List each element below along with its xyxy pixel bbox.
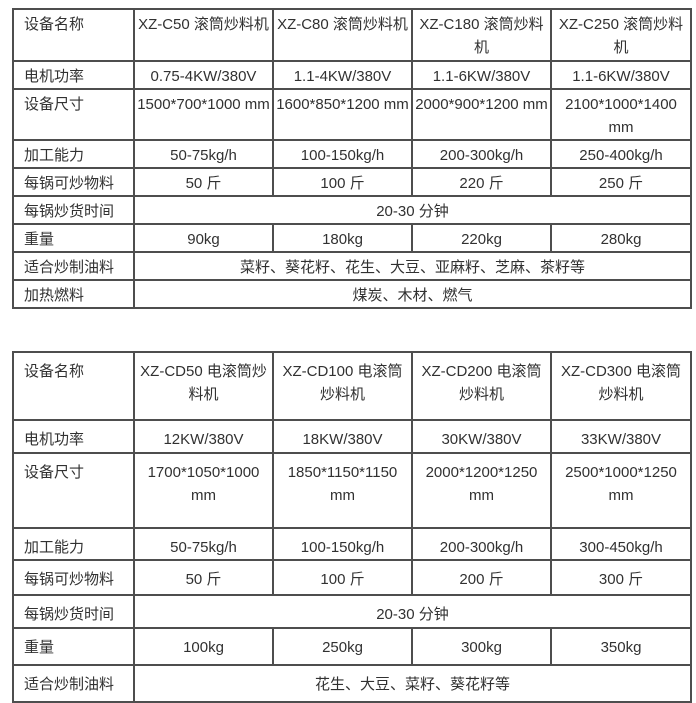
table-row-capacity: 加工能力 50-75kg/h 100-150kg/h 200-300kg/h 2…	[12, 139, 692, 169]
row-label: 适合炒制油料	[12, 251, 135, 281]
table-row-batch-time: 每锅炒货时间 20-30 分钟	[12, 594, 692, 629]
cell-weight: 250kg	[272, 627, 413, 666]
table-row-batch-amount: 每锅可炒物料 50 斤 100 斤 200 斤 300 斤	[12, 559, 692, 596]
table-row-batch-time: 每锅炒货时间 20-30 分钟	[12, 195, 692, 225]
table-row-weight: 重量 90kg 180kg 220kg 280kg	[12, 223, 692, 253]
row-label: 设备名称	[12, 8, 135, 62]
cell-batch-time: 20-30 分钟	[133, 195, 692, 225]
cell-size: 1700*1050*1000 mm	[133, 452, 274, 529]
row-label: 设备尺寸	[12, 452, 135, 529]
cell-batch: 100 斤	[272, 167, 413, 197]
row-label: 设备尺寸	[12, 88, 135, 141]
cell-fuel: 煤炭、木材、燃气	[133, 279, 692, 309]
cell-capacity: 100-150kg/h	[272, 139, 413, 169]
row-label: 每锅可炒物料	[12, 559, 135, 596]
cell-size: 2000*900*1200 mm	[411, 88, 552, 141]
cell-size: 1500*700*1000 mm	[133, 88, 274, 141]
row-label: 重量	[12, 223, 135, 253]
table-row-batch-amount: 每锅可炒物料 50 斤 100 斤 220 斤 250 斤	[12, 167, 692, 197]
row-label: 每锅炒货时间	[12, 195, 135, 225]
cell-size: 2100*1000*1400 mm	[550, 88, 692, 141]
cell-model: XZ-CD50 电滚筒炒料机	[133, 351, 274, 421]
table-row-capacity: 加工能力 50-75kg/h 100-150kg/h 200-300kg/h 3…	[12, 527, 692, 561]
row-label: 加工能力	[12, 527, 135, 561]
cell-batch-time: 20-30 分钟	[133, 594, 692, 629]
cell-capacity: 300-450kg/h	[550, 527, 692, 561]
cell-materials: 花生、大豆、菜籽、葵花籽等	[133, 664, 692, 703]
cell-power: 0.75-4KW/380V	[133, 60, 274, 90]
cell-capacity: 100-150kg/h	[272, 527, 413, 561]
cell-capacity: 200-300kg/h	[411, 527, 552, 561]
cell-power: 33KW/380V	[550, 419, 692, 454]
cell-size: 1600*850*1200 mm	[272, 88, 413, 141]
table-row-device-size: 设备尺寸 1700*1050*1000 mm 1850*1150*1150 mm…	[12, 452, 692, 529]
cell-model: XZ-CD300 电滚筒炒料机	[550, 351, 692, 421]
cell-batch: 50 斤	[133, 167, 274, 197]
table-row-weight: 重量 100kg 250kg 300kg 350kg	[12, 627, 692, 666]
cell-power: 1.1-6KW/380V	[550, 60, 692, 90]
table-row-device-name: 设备名称 XZ-CD50 电滚筒炒料机 XZ-CD100 电滚筒炒料机 XZ-C…	[12, 351, 692, 421]
row-label: 每锅可炒物料	[12, 167, 135, 197]
cell-size: 2000*1200*1250 mm	[411, 452, 552, 529]
cell-batch: 300 斤	[550, 559, 692, 596]
row-label: 适合炒制油料	[12, 664, 135, 703]
row-label: 加热燃料	[12, 279, 135, 309]
row-label: 重量	[12, 627, 135, 666]
cell-power: 12KW/380V	[133, 419, 274, 454]
cell-power: 1.1-6KW/380V	[411, 60, 552, 90]
row-label: 电机功率	[12, 60, 135, 90]
cell-size: 1850*1150*1150 mm	[272, 452, 413, 529]
cell-batch: 250 斤	[550, 167, 692, 197]
cell-power: 1.1-4KW/380V	[272, 60, 413, 90]
cell-model: XZ-CD100 电滚筒炒料机	[272, 351, 413, 421]
cell-capacity: 250-400kg/h	[550, 139, 692, 169]
table-row-motor-power: 电机功率 0.75-4KW/380V 1.1-4KW/380V 1.1-6KW/…	[12, 60, 692, 90]
cell-model: XZ-C180 滚筒炒料机	[411, 8, 552, 62]
table-row-device-size: 设备尺寸 1500*700*1000 mm 1600*850*1200 mm 2…	[12, 88, 692, 141]
cell-capacity: 50-75kg/h	[133, 139, 274, 169]
cell-weight: 280kg	[550, 223, 692, 253]
row-label: 每锅炒货时间	[12, 594, 135, 629]
cell-capacity: 50-75kg/h	[133, 527, 274, 561]
cell-weight: 90kg	[133, 223, 274, 253]
cell-model: XZ-C250 滚筒炒料机	[550, 8, 692, 62]
row-label: 设备名称	[12, 351, 135, 421]
table-row-device-name: 设备名称 XZ-C50 滚筒炒料机 XZ-C80 滚筒炒料机 XZ-C180 滚…	[12, 8, 692, 62]
cell-power: 18KW/380V	[272, 419, 413, 454]
table-row-suitable-materials: 适合炒制油料 花生、大豆、菜籽、葵花籽等	[12, 664, 692, 703]
row-label: 加工能力	[12, 139, 135, 169]
cell-materials: 菜籽、葵花籽、花生、大豆、亚麻籽、芝麻、茶籽等	[133, 251, 692, 281]
table-row-heating-fuel: 加热燃料 煤炭、木材、燃气	[12, 279, 692, 309]
cell-weight: 100kg	[133, 627, 274, 666]
cell-weight: 300kg	[411, 627, 552, 666]
cell-capacity: 200-300kg/h	[411, 139, 552, 169]
spec-table-fuel-models: 设备名称 XZ-C50 滚筒炒料机 XZ-C80 滚筒炒料机 XZ-C180 滚…	[12, 8, 692, 309]
cell-batch: 220 斤	[411, 167, 552, 197]
cell-batch: 50 斤	[133, 559, 274, 596]
cell-power: 30KW/380V	[411, 419, 552, 454]
spec-sheet: 设备名称 XZ-C50 滚筒炒料机 XZ-C80 滚筒炒料机 XZ-C180 滚…	[0, 8, 696, 703]
cell-weight: 220kg	[411, 223, 552, 253]
cell-size: 2500*1000*1250 mm	[550, 452, 692, 529]
cell-batch: 100 斤	[272, 559, 413, 596]
table-row-suitable-materials: 适合炒制油料 菜籽、葵花籽、花生、大豆、亚麻籽、芝麻、茶籽等	[12, 251, 692, 281]
cell-model: XZ-C50 滚筒炒料机	[133, 8, 274, 62]
table-row-motor-power: 电机功率 12KW/380V 18KW/380V 30KW/380V 33KW/…	[12, 419, 692, 454]
cell-weight: 180kg	[272, 223, 413, 253]
cell-model: XZ-C80 滚筒炒料机	[272, 8, 413, 62]
row-label: 电机功率	[12, 419, 135, 454]
spec-table-electric-models: 设备名称 XZ-CD50 电滚筒炒料机 XZ-CD100 电滚筒炒料机 XZ-C…	[12, 351, 692, 703]
cell-weight: 350kg	[550, 627, 692, 666]
cell-batch: 200 斤	[411, 559, 552, 596]
cell-model: XZ-CD200 电滚筒炒料机	[411, 351, 552, 421]
